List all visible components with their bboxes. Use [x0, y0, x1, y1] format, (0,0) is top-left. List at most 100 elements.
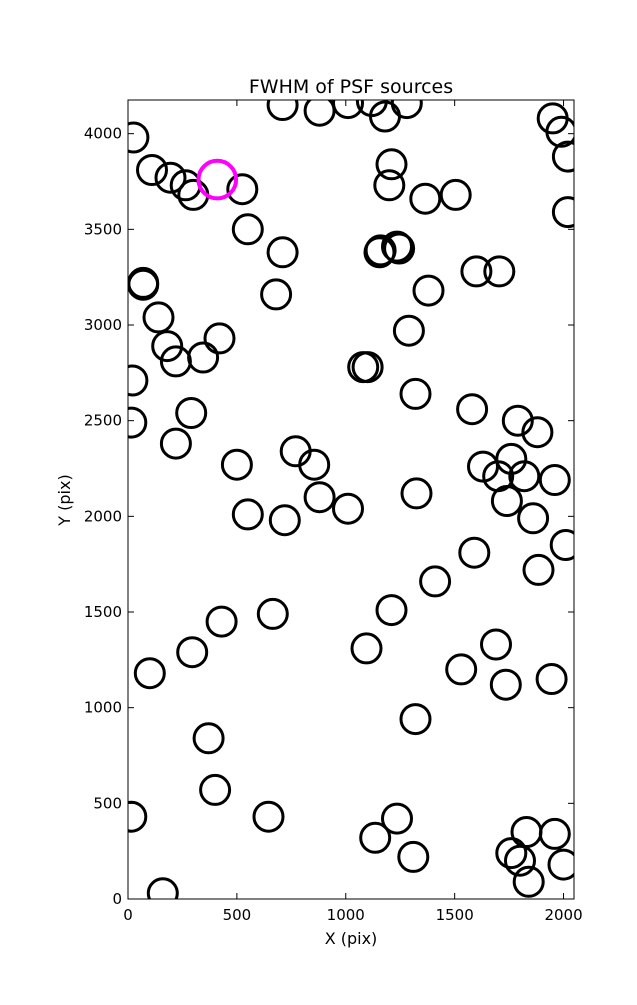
psf-source-marker: [252, 800, 285, 833]
psf-source-marker: [128, 121, 150, 154]
psf-source-marker: [399, 703, 432, 736]
psf-source-marker: [490, 485, 523, 517]
psf-source-marker: [199, 773, 232, 806]
psf-source-marker: [521, 416, 554, 449]
chart-title: FWHM of PSF sources: [249, 76, 453, 98]
psf-source-marker: [375, 594, 408, 627]
psf-source-marker: [154, 161, 187, 194]
psf-source-marker: [203, 322, 236, 355]
psf-source-marker: [517, 502, 550, 535]
psf-source-marker: [445, 653, 478, 686]
psf-source-marker: [390, 100, 423, 120]
psf-source-marker: [538, 817, 571, 850]
y-tick-label: 2500: [84, 412, 122, 430]
psf-source-marker: [231, 213, 264, 246]
psf-source-marker: [231, 498, 264, 531]
psf-source-marker: [489, 668, 522, 701]
y-tick-label: 1000: [84, 699, 122, 717]
ticks-layer: 0 500 1000 1500 2000 0 500 1000 1500 2000 2500 3000…: [84, 100, 583, 924]
y-tick-label: 0: [112, 890, 122, 908]
psf-source-marker: [383, 232, 416, 265]
psf-source-marker: [142, 301, 175, 334]
psf-source-marker: [495, 837, 528, 870]
y-tick-label: 500: [93, 794, 122, 812]
psf-source-marker: [350, 632, 383, 665]
psf-source-marker: [508, 460, 541, 493]
psf-source-marker: [351, 351, 384, 384]
psf-source-marker: [205, 605, 238, 638]
psf-source-marker: [133, 657, 166, 690]
psf-source-marker: [375, 148, 408, 181]
highlighted-source-marker: [196, 158, 239, 201]
psf-source-marker: [159, 427, 192, 460]
psf-source-marker: [192, 722, 225, 755]
psf-source-marker: [545, 115, 574, 148]
x-tick-label: 0: [123, 906, 133, 924]
psf-source-marker: [332, 100, 364, 120]
plot-frame: [127, 99, 575, 900]
psf-source-marker: [456, 393, 489, 426]
psf-source-marker: [381, 230, 413, 263]
psf-source-marker: [549, 529, 574, 561]
x-tick-label: 1000: [327, 906, 365, 924]
psf-source-marker: [363, 236, 396, 269]
psf-source-marker: [359, 821, 392, 854]
psf-source-marker: [128, 406, 148, 439]
x-axis-label: X (pix): [325, 929, 378, 948]
psf-source-marker: [128, 364, 149, 397]
psf-source-marker: [332, 492, 364, 525]
psf-source-marker: [373, 169, 406, 202]
psf-source-marker: [298, 448, 331, 481]
psf-source-marker: [522, 553, 555, 586]
psf-source-marker: [128, 268, 160, 301]
psf-source-marker: [381, 802, 413, 835]
y-tick-label: 1500: [84, 603, 122, 621]
psf-source-marker: [399, 377, 432, 410]
psf-source-marker: [397, 840, 430, 873]
y-tick-label: 3000: [84, 316, 122, 334]
x-tick-label: 1500: [436, 906, 474, 924]
psf-source-marker: [136, 154, 168, 186]
psf-source-marker: [151, 330, 184, 363]
x-tick-label: 500: [223, 906, 252, 924]
y-tick-label: 2000: [84, 507, 122, 525]
psf-source-marker: [268, 504, 301, 537]
psf-source-marker: [128, 800, 148, 833]
psf-source-marker: [547, 848, 574, 881]
y-tick-label: 4000: [84, 125, 122, 143]
psf-source-marker: [460, 255, 493, 288]
psf-source-marker: [256, 597, 289, 630]
psf-source-marker: [146, 877, 179, 899]
psf-source-marker: [551, 196, 574, 229]
psf-source-marker: [412, 274, 445, 307]
psf-source-marker: [483, 255, 516, 288]
psf-source-marker: [512, 865, 545, 898]
psf-source-marker: [480, 628, 512, 661]
psf-source-marker: [501, 404, 534, 437]
psf-source-marker: [187, 341, 220, 374]
psf-source-marker: [535, 663, 568, 695]
psf-source-marker: [226, 173, 259, 206]
psf-source-marker: [175, 397, 208, 429]
psf-source-marker: [266, 100, 299, 121]
psf-source-marker: [176, 636, 209, 669]
y-axis-label: Y (pix): [55, 474, 74, 526]
x-tick-label: 2000: [544, 906, 582, 924]
psf-source-marker: [260, 278, 293, 311]
psf-source-marker: [409, 182, 442, 215]
psf-source-marker: [220, 448, 253, 481]
psf-source-marker: [538, 464, 571, 496]
psf-source-marker: [439, 178, 472, 211]
psf-source-marker: [392, 314, 425, 347]
psf-source-marker: [266, 236, 299, 269]
psf-source-marker: [400, 477, 433, 510]
psf-source-marker: [303, 481, 336, 514]
psf-source-marker: [504, 844, 536, 877]
marker-layer: [128, 100, 574, 899]
psf-source-marker: [458, 536, 491, 569]
psf-source-marker: [551, 140, 574, 173]
y-tick-label: 3500: [84, 220, 122, 238]
psf-source-marker: [419, 565, 452, 598]
